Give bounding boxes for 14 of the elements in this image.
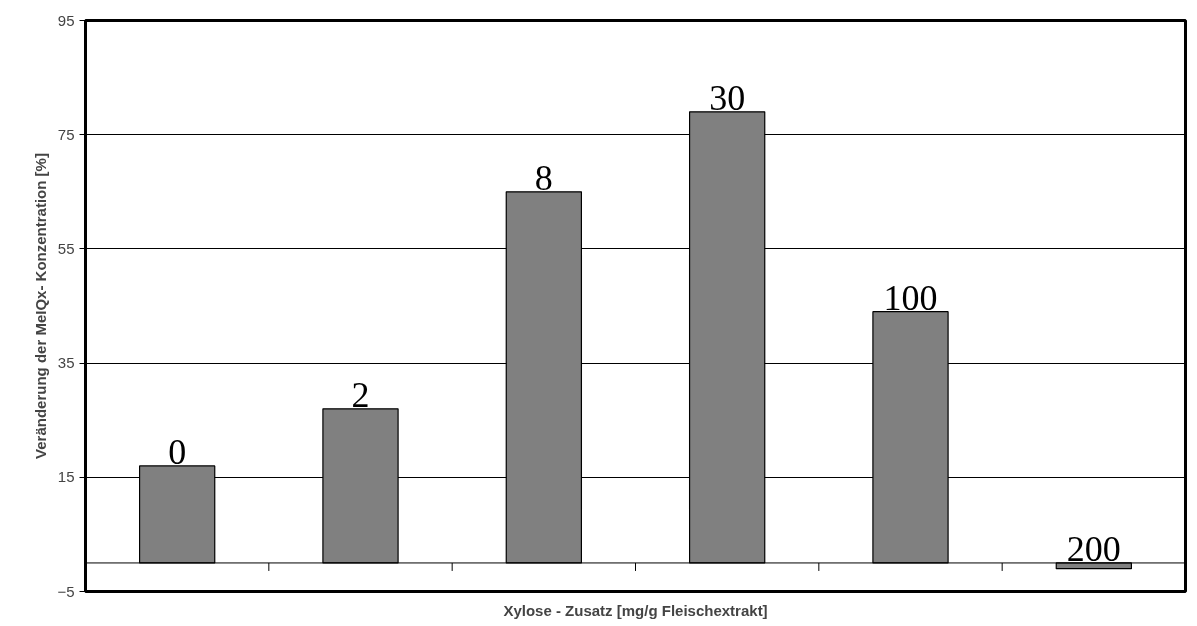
y-tick-label: 75 [57, 125, 75, 143]
x-tick-label: 8 [534, 157, 553, 198]
y-tick-label: 95 [57, 11, 75, 29]
x-tick-label: 0 [168, 431, 187, 472]
x-axis-title: Xylose - Zusatz [mg/g Fleischextrakt] [503, 601, 768, 619]
x-tick-label: 2 [351, 374, 370, 415]
y-tick-label: 35 [57, 354, 75, 372]
x-tick-label: 30 [709, 77, 746, 118]
y-tick-label: −5 [57, 582, 75, 600]
y-tick-label: 55 [57, 239, 75, 257]
x-tick-label: 200 [1066, 528, 1121, 569]
y-axis-title: Veränderung der MeIQx- Konzentration [%] [32, 153, 50, 459]
x-tick-label: 100 [883, 277, 938, 318]
y-tick-label: 15 [57, 468, 75, 486]
